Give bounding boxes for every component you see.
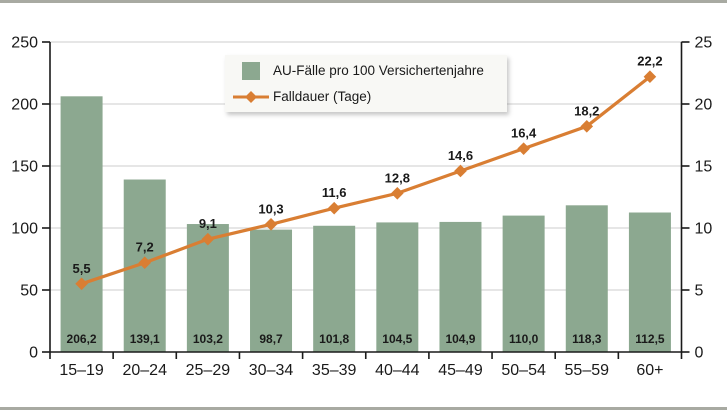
trend-line [81,75,651,286]
data-point-label: 7,2 [136,240,154,255]
x-axis-label: 55–59 [565,362,610,379]
x-axis-label: 20–24 [122,362,167,379]
data-point-marker [138,256,152,270]
y-axis-label-right: 15 [695,159,713,176]
data-point-label: 16,4 [511,126,537,141]
data-point-label: 22,2 [637,54,662,69]
y-axis-label-right: 25 [695,35,713,52]
bar-value-label: 118,3 [572,332,602,346]
data-point-label: 5,5 [73,261,91,276]
x-axis-label: 15–19 [59,362,104,379]
y-axis-label-left: 0 [29,345,38,362]
x-axis-label: 35–39 [312,362,357,379]
x-axis-label: 25–29 [186,362,231,379]
data-point-marker [517,142,530,155]
data-point-marker [264,217,278,231]
y-axis-label-left: 150 [11,159,38,176]
bar-value-label: 104,5 [382,332,412,346]
bar-value-label: 104,9 [445,332,475,346]
bar-value-label: 98,7 [259,332,283,346]
data-point-marker [643,70,657,84]
y-axis-label-right: 10 [695,221,713,238]
bar-value-label: 206,2 [67,332,97,346]
x-axis-label: 40–44 [375,362,420,379]
y-axis-label-left: 250 [11,35,38,52]
bar [376,222,419,352]
y-axis-label-left: 50 [20,283,38,300]
data-point-label: 9,1 [199,216,217,231]
x-axis-label: 60+ [636,362,663,379]
bar-swatch-icon [242,61,260,80]
y-axis-label-left: 200 [11,97,38,114]
bar-value-label: 101,8 [319,332,349,346]
legend-row-line: Falldauer (Tage) [233,85,499,109]
data-point-label: 11,6 [322,185,347,200]
data-point-label: 10,3 [258,201,283,216]
data-point-marker [391,186,404,200]
bar-value-label: 139,1 [130,332,160,346]
bar [313,225,356,352]
data-point-label: 18,2 [574,103,599,118]
y-axis-label-right: 20 [695,97,713,114]
legend: AU-Fälle pro 100 Versichertenjahre Falld… [225,55,507,112]
y-axis-label-right: 5 [695,283,704,300]
bar [60,96,103,352]
y-axis-label-right: 0 [695,345,704,362]
data-point-marker [580,120,594,133]
bar-value-label: 103,2 [193,332,223,346]
data-point-marker [327,201,341,215]
data-point-marker [201,232,215,246]
y-axis-label-left: 100 [11,221,38,238]
data-point-marker [75,277,88,291]
legend-label-line: Falldauer (Tage) [273,89,372,104]
bar [250,229,293,352]
x-axis-label: 30–34 [249,362,294,379]
legend-label-bars: AU-Fälle pro 100 Versichertenjahre [273,63,484,78]
bar [439,221,482,352]
legend-row-bars: AU-Fälle pro 100 Versichertenjahre [233,59,499,83]
data-point-label: 14,6 [448,148,473,163]
bar-value-label: 110,0 [509,332,539,346]
bar [565,205,608,352]
bar [628,212,671,352]
line-marker-icon [233,90,269,103]
bar [502,215,545,352]
legend-key-line [233,90,269,104]
bottom-rule [0,407,727,410]
x-axis-label: 50–54 [501,362,546,379]
data-point-label: 12,8 [385,170,410,185]
top-rule [0,0,727,3]
x-axis-label: 45–49 [438,362,483,379]
legend-key-bars [233,61,269,80]
bar-value-label: 112,5 [635,332,665,346]
data-point-marker [454,164,467,178]
